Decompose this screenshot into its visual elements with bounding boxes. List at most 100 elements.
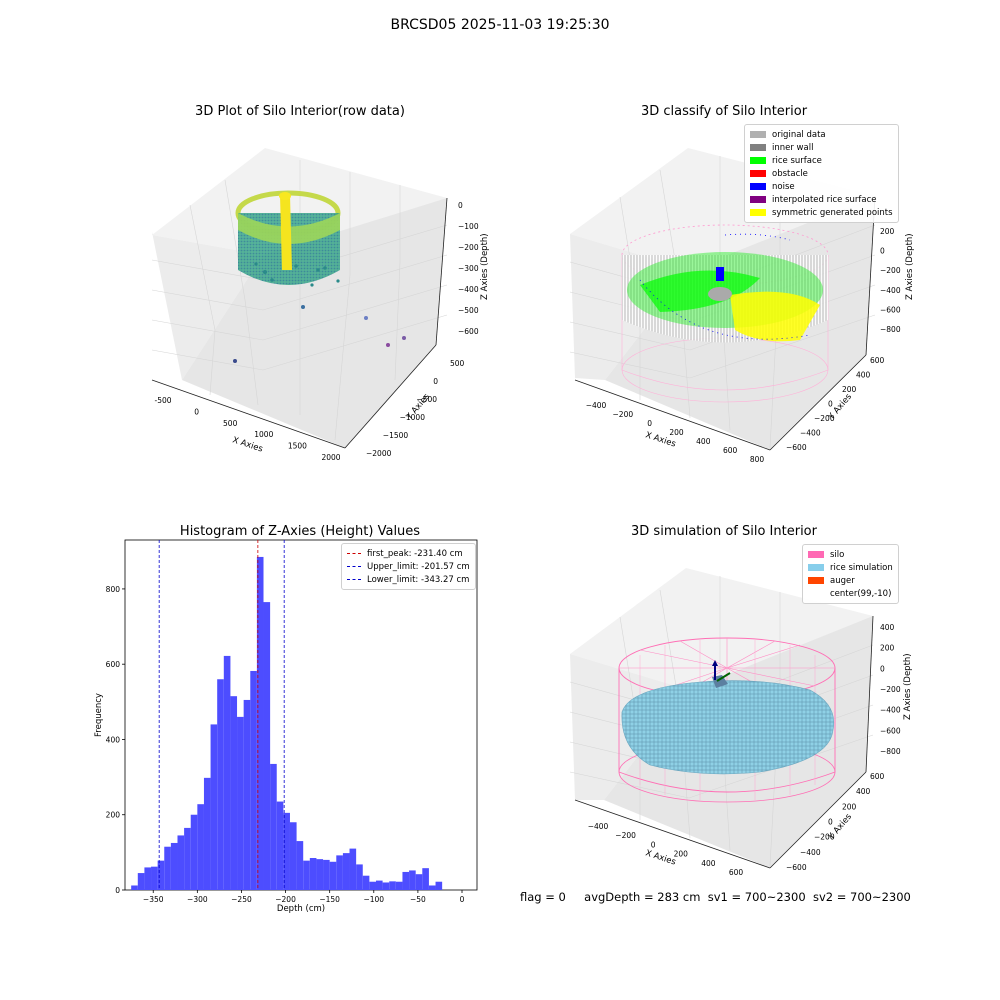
histogram-bar: [342, 853, 350, 890]
status-avg-depth: avgDepth = 283 cm: [584, 890, 701, 904]
legend-swatch: [808, 564, 824, 571]
legend-swatch: [750, 157, 766, 164]
tick-label: 200: [880, 644, 895, 653]
histogram-bar: [316, 859, 324, 890]
tick-label: 400: [880, 623, 895, 632]
tick-label: −1000: [400, 413, 426, 422]
legend-item: auger: [808, 574, 893, 587]
plot4-x-tick-labels: −400 −200 0 200 400 600: [588, 822, 744, 877]
tick-label: 400: [856, 371, 871, 380]
plot2-z-tick-labels: 200 0 −200 −400 −600 −800: [880, 227, 901, 334]
legend-label: first_peak: -231.40 cm: [367, 548, 463, 559]
legend-swatch: [750, 196, 766, 203]
histogram-bar: [250, 670, 257, 890]
histogram-bar: [144, 867, 152, 890]
histogram-y-tick-label: 200: [106, 811, 121, 820]
legend-item: interpolated rice surface: [750, 193, 893, 206]
tick-label: 0: [828, 400, 833, 409]
legend-label: original data: [772, 129, 826, 140]
tick-label: −2000: [366, 449, 392, 458]
tick-label: 1500: [288, 442, 307, 451]
legend-swatch: [347, 566, 361, 567]
tick-label: 200: [842, 802, 857, 811]
tick-label: −400: [586, 401, 607, 410]
tick-label: 0: [651, 840, 656, 849]
tick-label: −800: [880, 747, 901, 756]
histogram-bar: [190, 814, 198, 890]
histogram-bar: [395, 881, 403, 890]
histogram-bar: [137, 873, 145, 890]
plot1-y-tick-labels: 500 0 −500 −1000 −1500 −2000: [366, 359, 465, 458]
histogram-bar: [349, 848, 357, 890]
plot2-y-tick-labels: 600 400 200 0 −200 −400 −600: [786, 356, 885, 452]
plot4-y-tick-labels: 600 400 200 0 −200 −400 −600: [786, 772, 885, 872]
histogram-y-tick-label: 400: [106, 735, 121, 744]
tick-label: −600: [880, 305, 901, 314]
tick-label: −200: [814, 833, 835, 842]
histogram-bar: [256, 556, 264, 890]
tick-label: −500: [416, 395, 437, 404]
histogram-x-tick-label: −250: [231, 895, 252, 904]
tick-label: 600: [870, 772, 885, 781]
legend-label: Lower_limit: -343.27 cm: [367, 574, 470, 585]
tick-label: 200: [842, 385, 857, 394]
histogram-bar: [203, 777, 211, 890]
plot2-title: 3D classify of Silo Interior: [640, 104, 808, 119]
plot4-silo-simulation: [618, 637, 836, 803]
histogram-bar: [177, 835, 185, 890]
plot1-z-tick-labels: 0 −100 −200 −300 −400 −500 −600: [458, 201, 479, 336]
status-sv1: sv1 = 700~2300: [707, 890, 806, 904]
tick-label: 200: [880, 227, 895, 236]
histogram-y-tick-label: 0: [115, 886, 120, 895]
tick-label: 2000: [321, 453, 340, 462]
tick-label: −200: [880, 685, 901, 694]
histogram-bar: [296, 841, 304, 890]
plot4-zlabel: Z Axies (Depth): [903, 653, 913, 720]
histogram-x-tick-label: −150: [319, 895, 340, 904]
tick-label: 200: [669, 428, 684, 437]
histogram-x-tick-label: −200: [275, 895, 296, 904]
histogram-bar: [210, 724, 218, 890]
histogram-bar: [323, 859, 330, 890]
tick-label: 0: [828, 818, 833, 827]
histogram-bar: [243, 699, 251, 890]
histogram-bar: [435, 881, 443, 890]
legend-swatch: [808, 590, 824, 597]
tick-label: 800: [750, 455, 765, 464]
plot2-point-cloud: [621, 224, 829, 403]
histogram-vlines: [158, 540, 285, 890]
legend-label: noise: [772, 181, 795, 192]
histogram-bar: [389, 881, 396, 890]
legend-item: obstacle: [750, 167, 893, 180]
tick-label: −600: [786, 863, 807, 872]
plot4-legend: silo rice simulation auger center(99,-10): [802, 544, 899, 604]
histogram-bar: [362, 875, 370, 890]
histogram-ylabel: Frequency: [94, 693, 104, 737]
status-sv2: sv2 = 700~2300: [812, 890, 911, 904]
histogram-bar: [263, 602, 271, 890]
histogram-bar: [237, 716, 244, 890]
plot4-xlabel: X Axies: [644, 848, 677, 867]
histogram-y-tick-label: 800: [106, 585, 121, 594]
tick-label: −300: [458, 264, 479, 273]
histogram-x-tick-label: −100: [363, 895, 384, 904]
plot2-zlabel: Z Axies (Depth): [905, 233, 915, 300]
tick-label: −400: [588, 822, 609, 831]
histogram-bar: [131, 885, 138, 890]
tick-label: 0: [433, 377, 438, 386]
histogram-bar: [184, 827, 191, 890]
tick-label: 500: [223, 419, 238, 428]
tick-label: -500: [154, 396, 171, 405]
legend-item: rice surface: [750, 154, 893, 167]
legend-item: center(99,-10): [808, 587, 893, 600]
histogram-bar: [382, 882, 390, 890]
tick-label: 0: [194, 407, 199, 416]
legend-swatch: [347, 553, 361, 554]
histogram-bar: [409, 870, 416, 890]
legend-item: silo: [808, 548, 893, 561]
legend-label: interpolated rice surface: [772, 194, 877, 205]
plot2-legend: original data inner wall rice surface obsta…: [744, 124, 899, 223]
plot2-x-tick-labels: −400 −200 0 200 400 600 800: [586, 401, 765, 464]
legend-swatch: [750, 183, 766, 190]
histogram-bar: [309, 858, 317, 890]
